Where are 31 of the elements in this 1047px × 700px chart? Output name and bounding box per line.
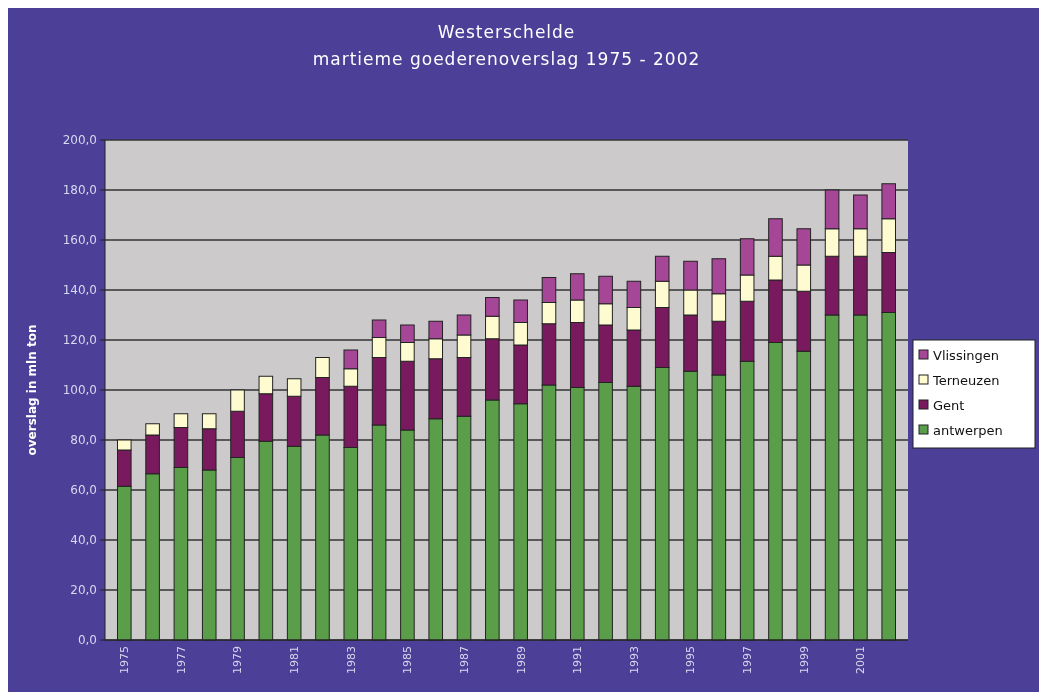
y-tick-label: 60,0 xyxy=(70,483,97,498)
x-tick-label: 1995 xyxy=(684,646,698,674)
y-tick-label: 140,0 xyxy=(62,283,97,298)
legend-label: antwerpen xyxy=(933,422,1003,438)
y-tick-label: 40,0 xyxy=(70,533,97,548)
x-tick-label: 1985 xyxy=(401,646,415,674)
x-tick-label: 1983 xyxy=(344,646,358,674)
y-tick-label: 80,0 xyxy=(70,433,97,448)
y-tick-label: 120,0 xyxy=(62,333,97,348)
x-tick-label: 1991 xyxy=(571,646,585,674)
x-tick-label: 1989 xyxy=(514,646,528,674)
x-tick-label: 2001 xyxy=(854,646,868,674)
y-tick-label: 180,0 xyxy=(62,183,97,198)
y-tick-label: 200,0 xyxy=(62,133,97,148)
x-tick-label: 1997 xyxy=(741,646,754,674)
x-tick-label: 1993 xyxy=(627,646,641,674)
chart-title: Westerschelde martieme goederenoverslag 1975 - 2002 xyxy=(312,22,701,69)
x-tick-label: 1999 xyxy=(797,646,811,674)
legend-label: Terneuzen xyxy=(932,372,1000,388)
y-tick-label: 0,0 xyxy=(77,633,97,648)
x-tick-label: 1977 xyxy=(174,646,188,674)
x-tick-label: 1987 xyxy=(457,646,471,674)
y-tick-label: 160,0 xyxy=(62,233,97,248)
y-axis-title: overslag in mln ton xyxy=(25,324,39,456)
x-tick-label: 1979 xyxy=(231,646,245,674)
y-tick-label: 20,0 xyxy=(70,583,97,598)
legend-label: Vlissingen xyxy=(933,347,1000,363)
legend-label: Gent xyxy=(933,397,965,413)
y-tick-label: 100,0 xyxy=(62,383,97,398)
x-tick-label: 1975 xyxy=(118,646,132,674)
x-tick-label: 1981 xyxy=(288,646,302,674)
